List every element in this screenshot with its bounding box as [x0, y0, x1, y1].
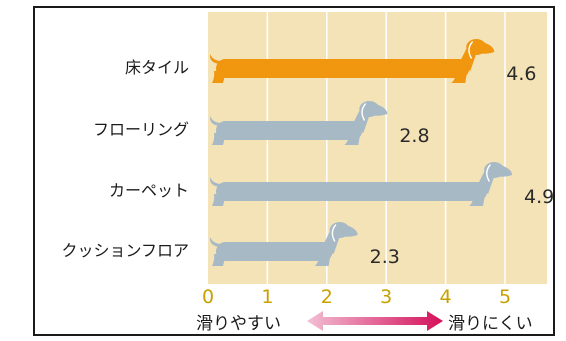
- x-tick-label: 3: [380, 286, 392, 308]
- arrow-shape: [307, 311, 443, 331]
- x-tick-label: 1: [261, 286, 273, 308]
- plot-background: [208, 12, 547, 284]
- category-label: クッションフロア: [61, 241, 189, 260]
- ear-outline: [486, 164, 491, 182]
- value-label: 2.8: [399, 125, 429, 147]
- ear-outline: [361, 103, 367, 121]
- value-labels: 4.6 2.8 4.9 2.3: [370, 63, 555, 268]
- non-slippery-label: 滑りにくい: [448, 314, 533, 334]
- category-label: 床タイル: [125, 58, 189, 77]
- slipperiness-arrow: 滑りやすい 滑りにくい: [196, 311, 533, 334]
- value-label: 2.3: [370, 246, 400, 268]
- category-label: フローリング: [93, 120, 189, 139]
- slippery-label: 滑りやすい: [196, 314, 281, 334]
- ear-outline: [468, 41, 473, 59]
- x-tick-label: 4: [440, 286, 452, 308]
- x-tick-label: 0: [202, 286, 214, 308]
- x-tick-label: 2: [321, 286, 333, 308]
- ear-outline: [331, 224, 337, 242]
- bar-dachshund: [209, 101, 388, 145]
- x-axis-ticks: 0 1 2 3 4 5: [202, 286, 511, 308]
- bar-dachshund: [209, 222, 358, 266]
- value-label: 4.9: [524, 186, 554, 208]
- value-label: 4.6: [506, 63, 536, 85]
- x-tick-label: 5: [499, 286, 511, 308]
- category-label: カーペット: [109, 181, 189, 200]
- bar-dachshund: [209, 39, 495, 83]
- bars: [209, 39, 513, 266]
- bar-dachshund: [209, 162, 513, 206]
